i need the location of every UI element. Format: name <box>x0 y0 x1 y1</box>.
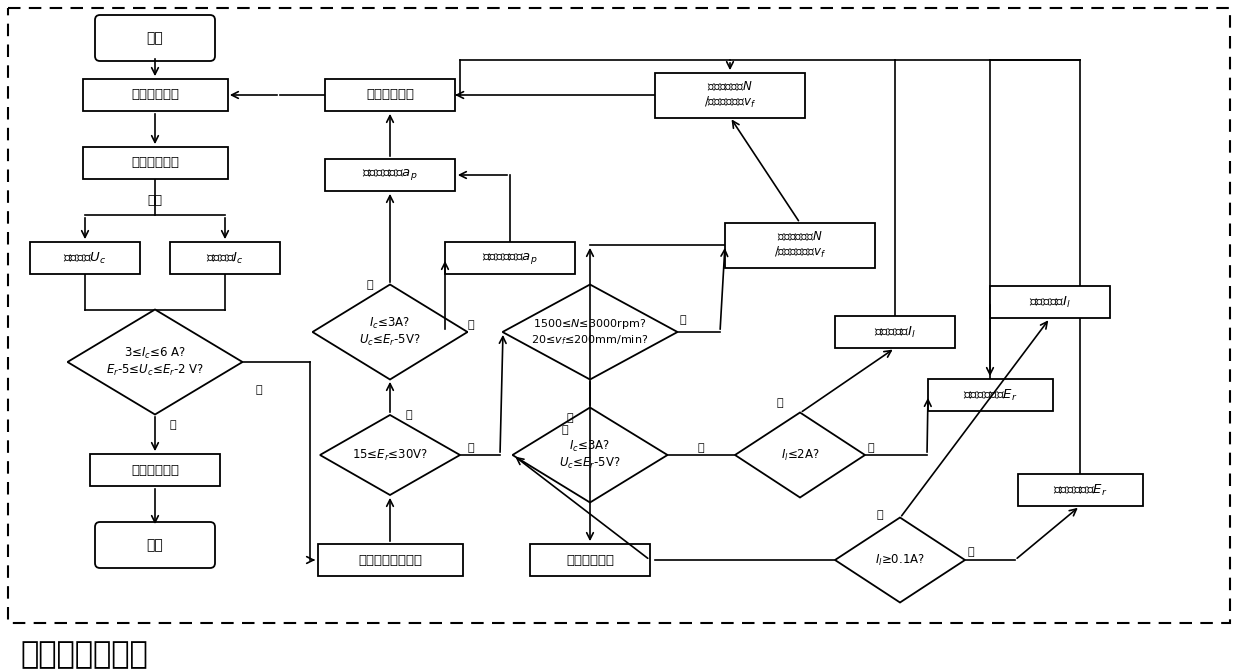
Text: 减小开路电压$E_r$: 减小开路电压$E_r$ <box>962 387 1017 403</box>
FancyBboxPatch shape <box>95 522 215 568</box>
Bar <box>30 242 140 274</box>
Text: 增大限流值$I_l$: 增大限流值$I_l$ <box>874 324 916 340</box>
Text: 减小切削深度$a_p$: 减小切削深度$a_p$ <box>362 168 418 182</box>
Text: 1500≤$N$≤3000rpm?
20≤$v_f$≤200mm/min?: 1500≤$N$≤3000rpm? 20≤$v_f$≤200mm/min? <box>532 317 649 347</box>
Text: 增大砂轮转速$N$
/减小进给速度$v_f$: 增大砂轮转速$N$ /减小进给速度$v_f$ <box>704 80 756 111</box>
Bar <box>170 242 280 274</box>
Text: 否: 否 <box>562 425 568 435</box>
Text: 磨粒在位修平: 磨粒在位修平 <box>131 464 179 476</box>
Text: 3≤$I_c$≤6 A?
$E_r$-5≤$U_c$≤$E_r$-2 V?: 3≤$I_c$≤6 A? $E_r$-5≤$U_c$≤$E_r$-2 V? <box>105 346 205 378</box>
Text: 结束: 结束 <box>146 538 164 552</box>
Text: 增大切削深度$a_p$: 增大切削深度$a_p$ <box>482 251 538 265</box>
Text: $I_c$≤3A?
$U_c$≤$E_r$-5V?: $I_c$≤3A? $U_c$≤$E_r$-5V? <box>559 439 621 471</box>
Text: 是: 是 <box>366 280 373 290</box>
Text: 放电信号采集: 放电信号采集 <box>131 157 179 170</box>
Text: 放电电压$U_c$: 放电电压$U_c$ <box>63 251 107 265</box>
Bar <box>445 242 575 274</box>
Bar <box>990 286 1110 318</box>
Polygon shape <box>502 285 677 379</box>
Text: 是: 是 <box>170 420 176 430</box>
Text: 开始: 开始 <box>146 31 164 45</box>
Text: 否: 否 <box>255 385 262 395</box>
Text: 放电电流$I_c$: 放电电流$I_c$ <box>206 251 244 265</box>
Bar <box>928 379 1053 411</box>
Text: $I_l$≤2A?: $I_l$≤2A? <box>781 448 820 462</box>
Text: 否: 否 <box>467 320 475 330</box>
Text: 否: 否 <box>698 443 704 453</box>
Bar <box>83 79 227 111</box>
Bar <box>91 454 219 486</box>
Text: 调节机床运动参数: 调节机床运动参数 <box>358 553 422 567</box>
Text: $I_c$≤3A?
$U_c$≤$E_r$-5V?: $I_c$≤3A? $U_c$≤$E_r$-5V? <box>360 316 420 348</box>
Text: 调节电源参数: 调节电源参数 <box>565 553 614 567</box>
Text: 规划砂轮路径: 规划砂轮路径 <box>366 88 414 101</box>
Text: 是: 是 <box>776 398 782 408</box>
Polygon shape <box>735 413 866 498</box>
Text: 设定修平参数: 设定修平参数 <box>131 88 179 101</box>
Text: 减小限流值$I_l$: 减小限流值$I_l$ <box>1029 294 1071 310</box>
Polygon shape <box>67 310 243 415</box>
Text: 是: 是 <box>680 315 687 325</box>
Text: 15≤$E_r$≤30V?: 15≤$E_r$≤30V? <box>352 448 428 462</box>
Text: 否: 否 <box>405 410 412 420</box>
Text: 否: 否 <box>868 443 874 453</box>
Bar <box>325 159 455 191</box>
Bar <box>325 79 455 111</box>
Text: 多变量反馈控制: 多变量反馈控制 <box>20 641 148 669</box>
Text: 否: 否 <box>968 547 975 557</box>
Polygon shape <box>512 407 667 502</box>
Text: 是: 是 <box>567 413 573 423</box>
Text: $I_l$≥0.1A?: $I_l$≥0.1A? <box>875 553 925 567</box>
Bar <box>317 544 463 576</box>
Bar <box>529 544 650 576</box>
FancyBboxPatch shape <box>7 8 1230 623</box>
FancyBboxPatch shape <box>95 15 215 61</box>
Bar <box>655 72 805 117</box>
Bar <box>835 316 955 348</box>
Text: 减小砂轮转速$N$
/增大进给速度$v_f$: 减小砂轮转速$N$ /增大进给速度$v_f$ <box>774 230 826 261</box>
Text: 处理: 处理 <box>148 194 162 206</box>
Polygon shape <box>835 517 965 602</box>
Polygon shape <box>320 415 460 495</box>
Polygon shape <box>312 285 467 379</box>
Bar <box>83 147 227 179</box>
Text: 是: 是 <box>467 443 475 453</box>
Text: 是: 是 <box>877 510 883 520</box>
Bar <box>725 222 875 267</box>
Bar <box>1018 474 1142 506</box>
Text: 增大开路电压$E_r$: 增大开路电压$E_r$ <box>1053 482 1107 498</box>
